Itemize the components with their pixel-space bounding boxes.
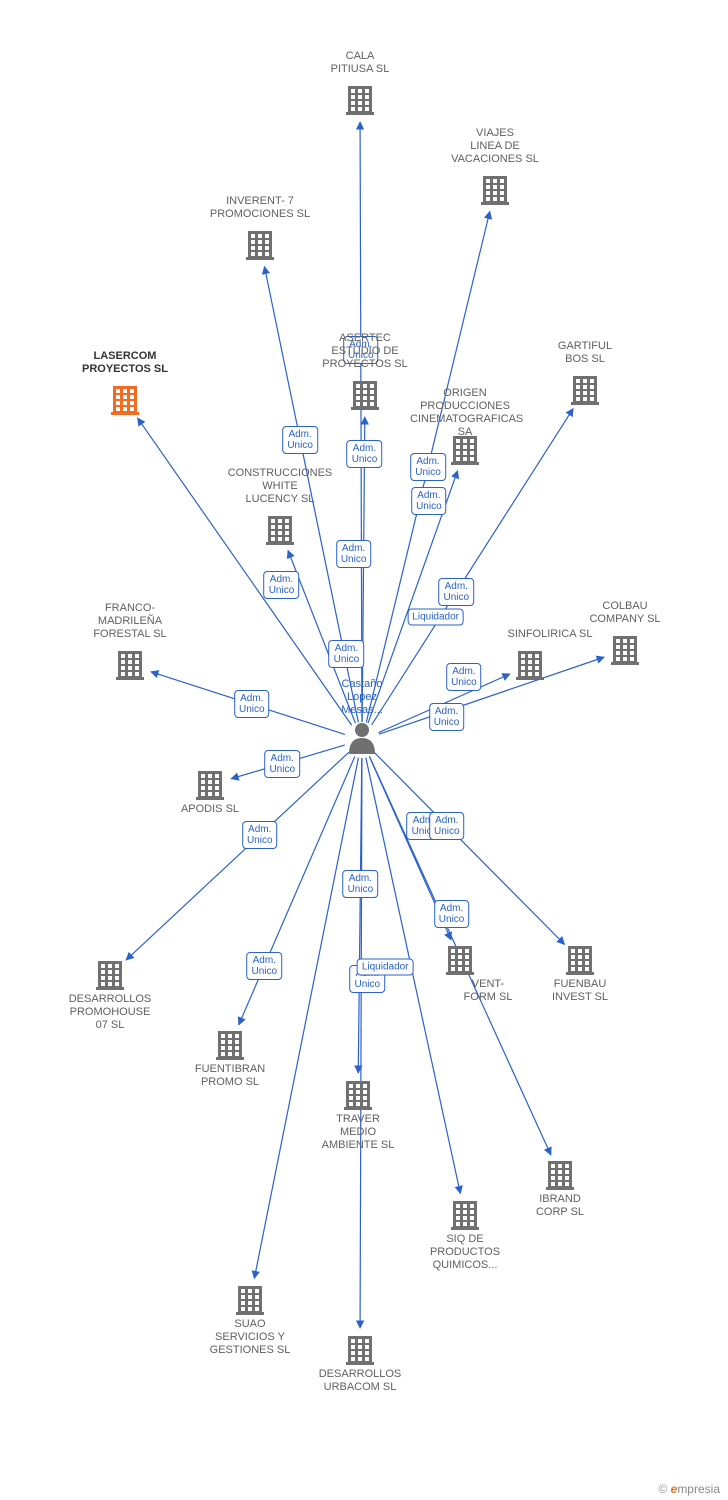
- company-icon[interactable]: [266, 516, 294, 545]
- company-icon[interactable]: [571, 376, 599, 405]
- company-icon[interactable]: [216, 1031, 244, 1060]
- company-icon[interactable]: [344, 1081, 372, 1110]
- edge: [362, 417, 365, 722]
- edge: [366, 211, 490, 722]
- copyright-symbol: ©: [658, 1482, 667, 1496]
- copyright: © empresia: [658, 1482, 720, 1496]
- edge: [126, 752, 349, 960]
- edge: [360, 122, 362, 722]
- company-icon[interactable]: [451, 436, 479, 465]
- company-icon[interactable]: [351, 381, 379, 410]
- company-icon[interactable]: [246, 231, 274, 260]
- edge: [375, 753, 565, 945]
- edge: [254, 758, 358, 1279]
- company-icon[interactable]: [516, 651, 544, 680]
- company-icon[interactable]: [116, 651, 144, 680]
- network-canvas: [0, 0, 728, 1500]
- company-icon[interactable]: [96, 961, 124, 990]
- company-icon[interactable]: [111, 386, 139, 415]
- company-icon[interactable]: [546, 1161, 574, 1190]
- company-icon[interactable]: [446, 946, 474, 975]
- edge: [151, 672, 345, 735]
- company-icon[interactable]: [451, 1201, 479, 1230]
- edge: [264, 267, 358, 723]
- edge: [368, 471, 458, 723]
- company-icon[interactable]: [481, 176, 509, 205]
- company-icon[interactable]: [346, 86, 374, 115]
- brand-rest: mpresia: [677, 1482, 720, 1496]
- edge: [366, 758, 461, 1194]
- company-icon[interactable]: [566, 946, 594, 975]
- edge: [239, 757, 355, 1025]
- company-icon[interactable]: [236, 1286, 264, 1315]
- person-icon[interactable]: [349, 723, 375, 754]
- edge: [288, 550, 355, 723]
- company-icon[interactable]: [196, 771, 224, 800]
- edge: [379, 657, 604, 734]
- edge: [231, 745, 345, 779]
- edge: [138, 418, 352, 725]
- company-icon[interactable]: [346, 1336, 374, 1365]
- company-icon[interactable]: [611, 636, 639, 665]
